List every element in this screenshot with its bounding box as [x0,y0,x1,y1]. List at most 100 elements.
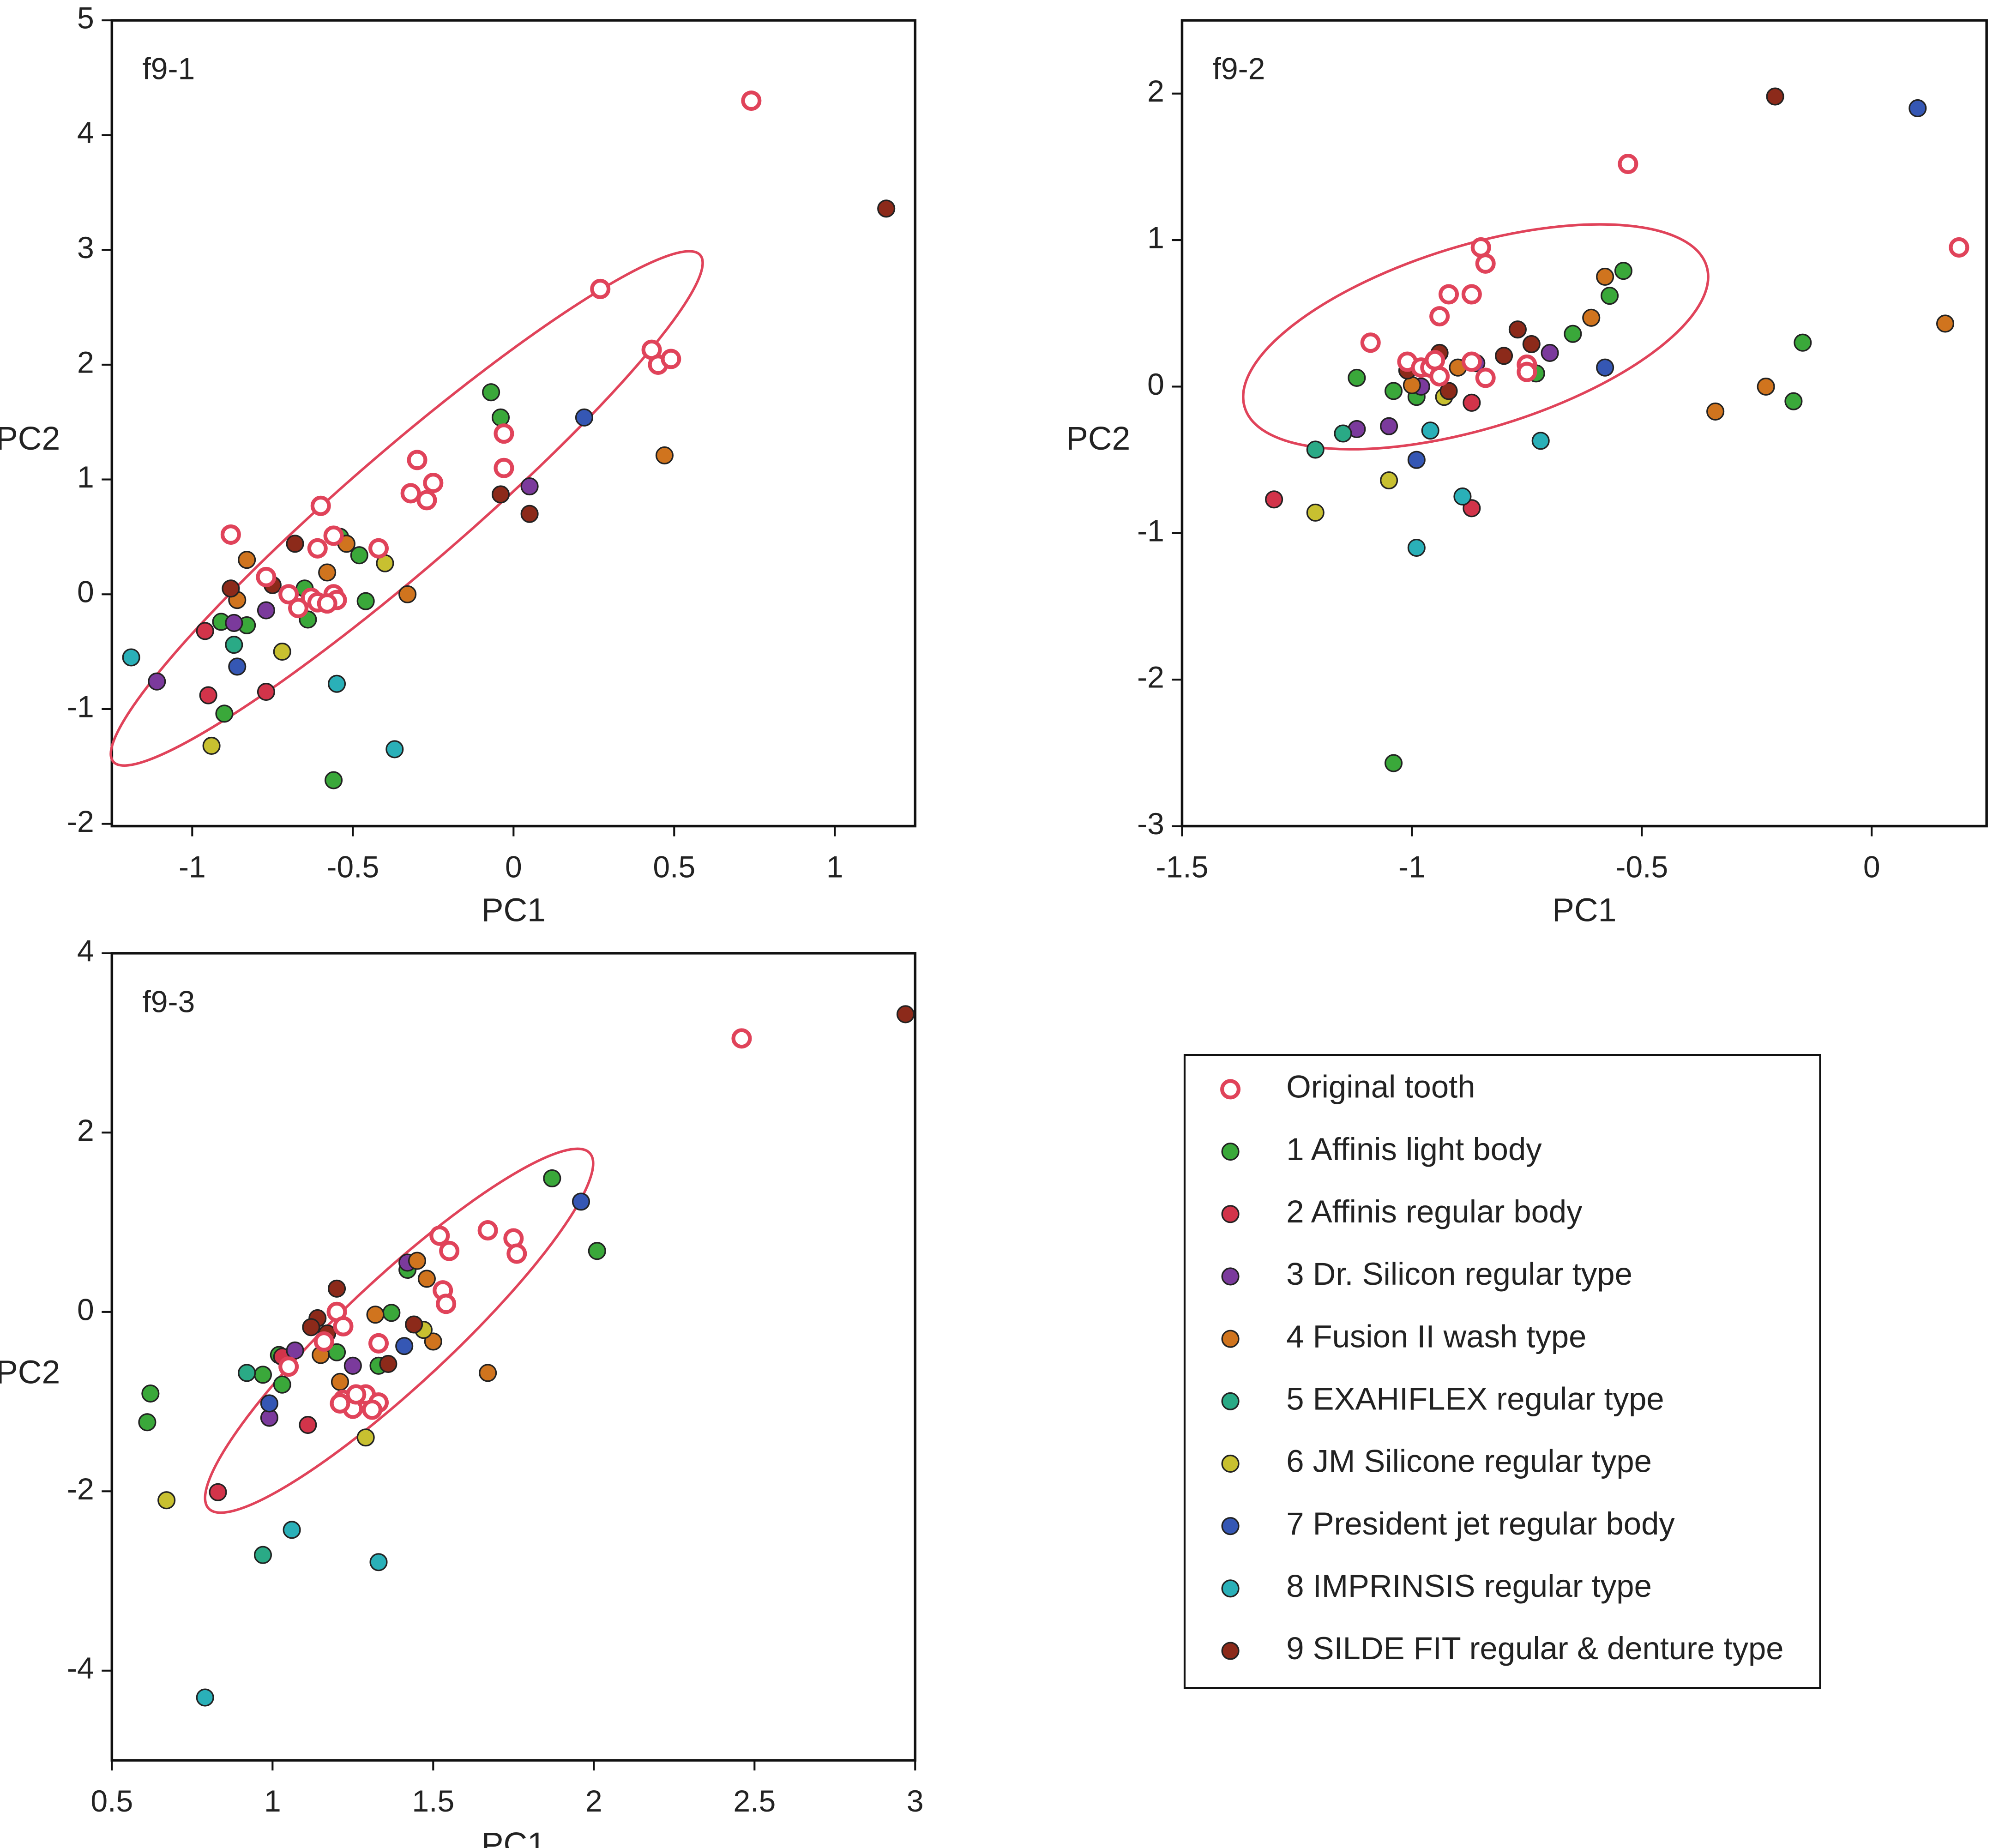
point [1384,754,1403,772]
y-tick-label: 4 [77,934,94,968]
point [356,1428,375,1447]
open-point [506,1243,527,1264]
open-point [1461,351,1482,372]
confidence-ellipse [204,1147,595,1514]
open-point [1475,253,1496,274]
point [896,1005,915,1023]
open-point [590,278,611,299]
point [253,1366,272,1384]
point [1596,358,1614,377]
plot-frame [1180,19,1988,828]
x-tick-label: 2.5 [733,1784,776,1818]
point [1463,499,1481,518]
point [1407,538,1426,557]
open-point [1429,306,1450,327]
x-tick-label: -1.5 [1156,850,1209,885]
x-tick-label: 2 [585,1784,602,1818]
point [331,1372,349,1391]
y-tick-label: 0 [77,1293,94,1327]
open-point [1517,361,1537,382]
point [225,614,243,632]
point [1421,421,1439,440]
point [369,1553,388,1571]
plot-frame [110,19,917,828]
point [238,1364,256,1382]
point [238,551,256,569]
y-axis-label: PC2 [0,420,60,457]
point [138,1413,157,1432]
point [1380,417,1398,435]
point [1265,490,1283,509]
open-point [317,593,337,614]
y-tick-label: -2 [67,805,94,839]
point [379,1354,397,1373]
point [1582,308,1601,327]
point [318,563,337,582]
point [1601,287,1619,305]
point [1439,382,1458,400]
open-point [368,1333,389,1354]
confidence-ellipse [1242,223,1710,451]
open-point [346,1384,367,1405]
x-tick-label: -0.5 [326,850,379,885]
point [424,1332,442,1351]
point [283,1521,301,1539]
x-tick-label: 1 [826,850,843,885]
point [141,1384,160,1403]
open-point [310,495,331,516]
point [350,546,368,565]
point [520,477,539,496]
point [520,505,539,523]
legend-label: 9 SILDE FIT regular & denture type [1286,1631,1783,1666]
point [327,674,346,693]
x-axis-label: PC1 [482,892,546,929]
x-tick-label: 0.5 [653,850,695,885]
y-tick-label: -4 [67,1651,94,1685]
open-point [439,1240,460,1261]
point [588,1242,606,1260]
x-tick-label: 1 [264,1784,281,1818]
y-tick-label: 3 [77,231,94,265]
open-point [494,423,514,444]
point [405,1315,423,1334]
point [228,657,247,676]
x-tick-label: 0 [505,850,522,885]
point [260,1394,278,1413]
panel-title: f9-2 [1213,52,1265,86]
y-tick-label: -1 [1137,514,1164,548]
point [209,1483,227,1501]
point [157,1491,176,1510]
open-point [494,457,514,478]
open-point [1425,350,1445,371]
open-point [1360,332,1381,353]
point [395,1337,414,1355]
point [299,1416,317,1434]
open-point [307,538,328,559]
point [479,1364,497,1382]
open-point [256,566,277,587]
legend-label: 1 Affinis light body [1286,1132,1542,1167]
x-tick-label: 3 [907,1784,924,1818]
open-point [313,1331,334,1352]
y-tick-label: -2 [67,1472,94,1506]
legend-marker [1221,1579,1240,1598]
legend-label: 2 Affinis regular body [1286,1194,1583,1229]
point [225,636,243,654]
point [196,622,214,640]
open-point [1461,284,1482,305]
point [491,485,510,504]
confidence-ellipse [109,250,704,767]
x-tick-label: 0.5 [90,1784,133,1818]
point [1463,393,1481,412]
open-point [1470,237,1491,258]
x-tick-label: 0 [1863,850,1880,885]
open-point [429,1225,450,1246]
plot-frame [110,952,917,1762]
x-axis-label: PC1 [482,1826,546,1848]
point [1784,392,1803,410]
point [148,672,166,691]
point [482,383,500,402]
point [343,1356,362,1375]
